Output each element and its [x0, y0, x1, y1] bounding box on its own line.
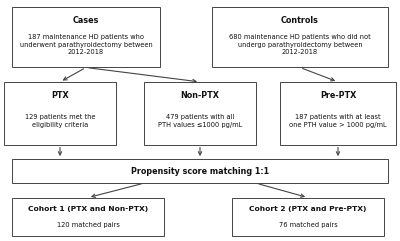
Text: Pre-PTX: Pre-PTX: [320, 91, 356, 100]
FancyBboxPatch shape: [280, 82, 396, 145]
Text: Cohort 2 (PTX and Pre-PTX): Cohort 2 (PTX and Pre-PTX): [249, 206, 367, 212]
Text: PTX: PTX: [51, 91, 69, 100]
Text: 187 patients with at least
one PTH value > 1000 pg/mL: 187 patients with at least one PTH value…: [289, 114, 387, 127]
Text: Non-PTX: Non-PTX: [180, 91, 220, 100]
Text: 76 matched pairs: 76 matched pairs: [279, 222, 337, 228]
FancyBboxPatch shape: [232, 198, 384, 236]
Text: Propensity score matching 1:1: Propensity score matching 1:1: [131, 167, 269, 176]
FancyBboxPatch shape: [12, 198, 164, 236]
Text: 680 maintenance HD patients who did not
undergo parathyroidectomy between
2012-2: 680 maintenance HD patients who did not …: [229, 34, 371, 55]
FancyBboxPatch shape: [144, 82, 256, 145]
FancyBboxPatch shape: [212, 7, 388, 67]
Text: Controls: Controls: [281, 16, 319, 25]
Text: 120 matched pairs: 120 matched pairs: [56, 222, 120, 228]
Text: 129 patients met the
eligibility criteria: 129 patients met the eligibility criteri…: [25, 114, 95, 127]
Text: 479 patients with all
PTH values ≤1000 pg/mL: 479 patients with all PTH values ≤1000 p…: [158, 114, 242, 127]
Text: Cohort 1 (PTX and Non-PTX): Cohort 1 (PTX and Non-PTX): [28, 206, 148, 212]
FancyBboxPatch shape: [4, 82, 116, 145]
Text: Cases: Cases: [73, 16, 99, 25]
Text: 187 maintenance HD patients who
underwent parathyroidectomy between
2012-2018: 187 maintenance HD patients who underwen…: [20, 34, 152, 55]
FancyBboxPatch shape: [12, 7, 160, 67]
FancyBboxPatch shape: [12, 159, 388, 183]
